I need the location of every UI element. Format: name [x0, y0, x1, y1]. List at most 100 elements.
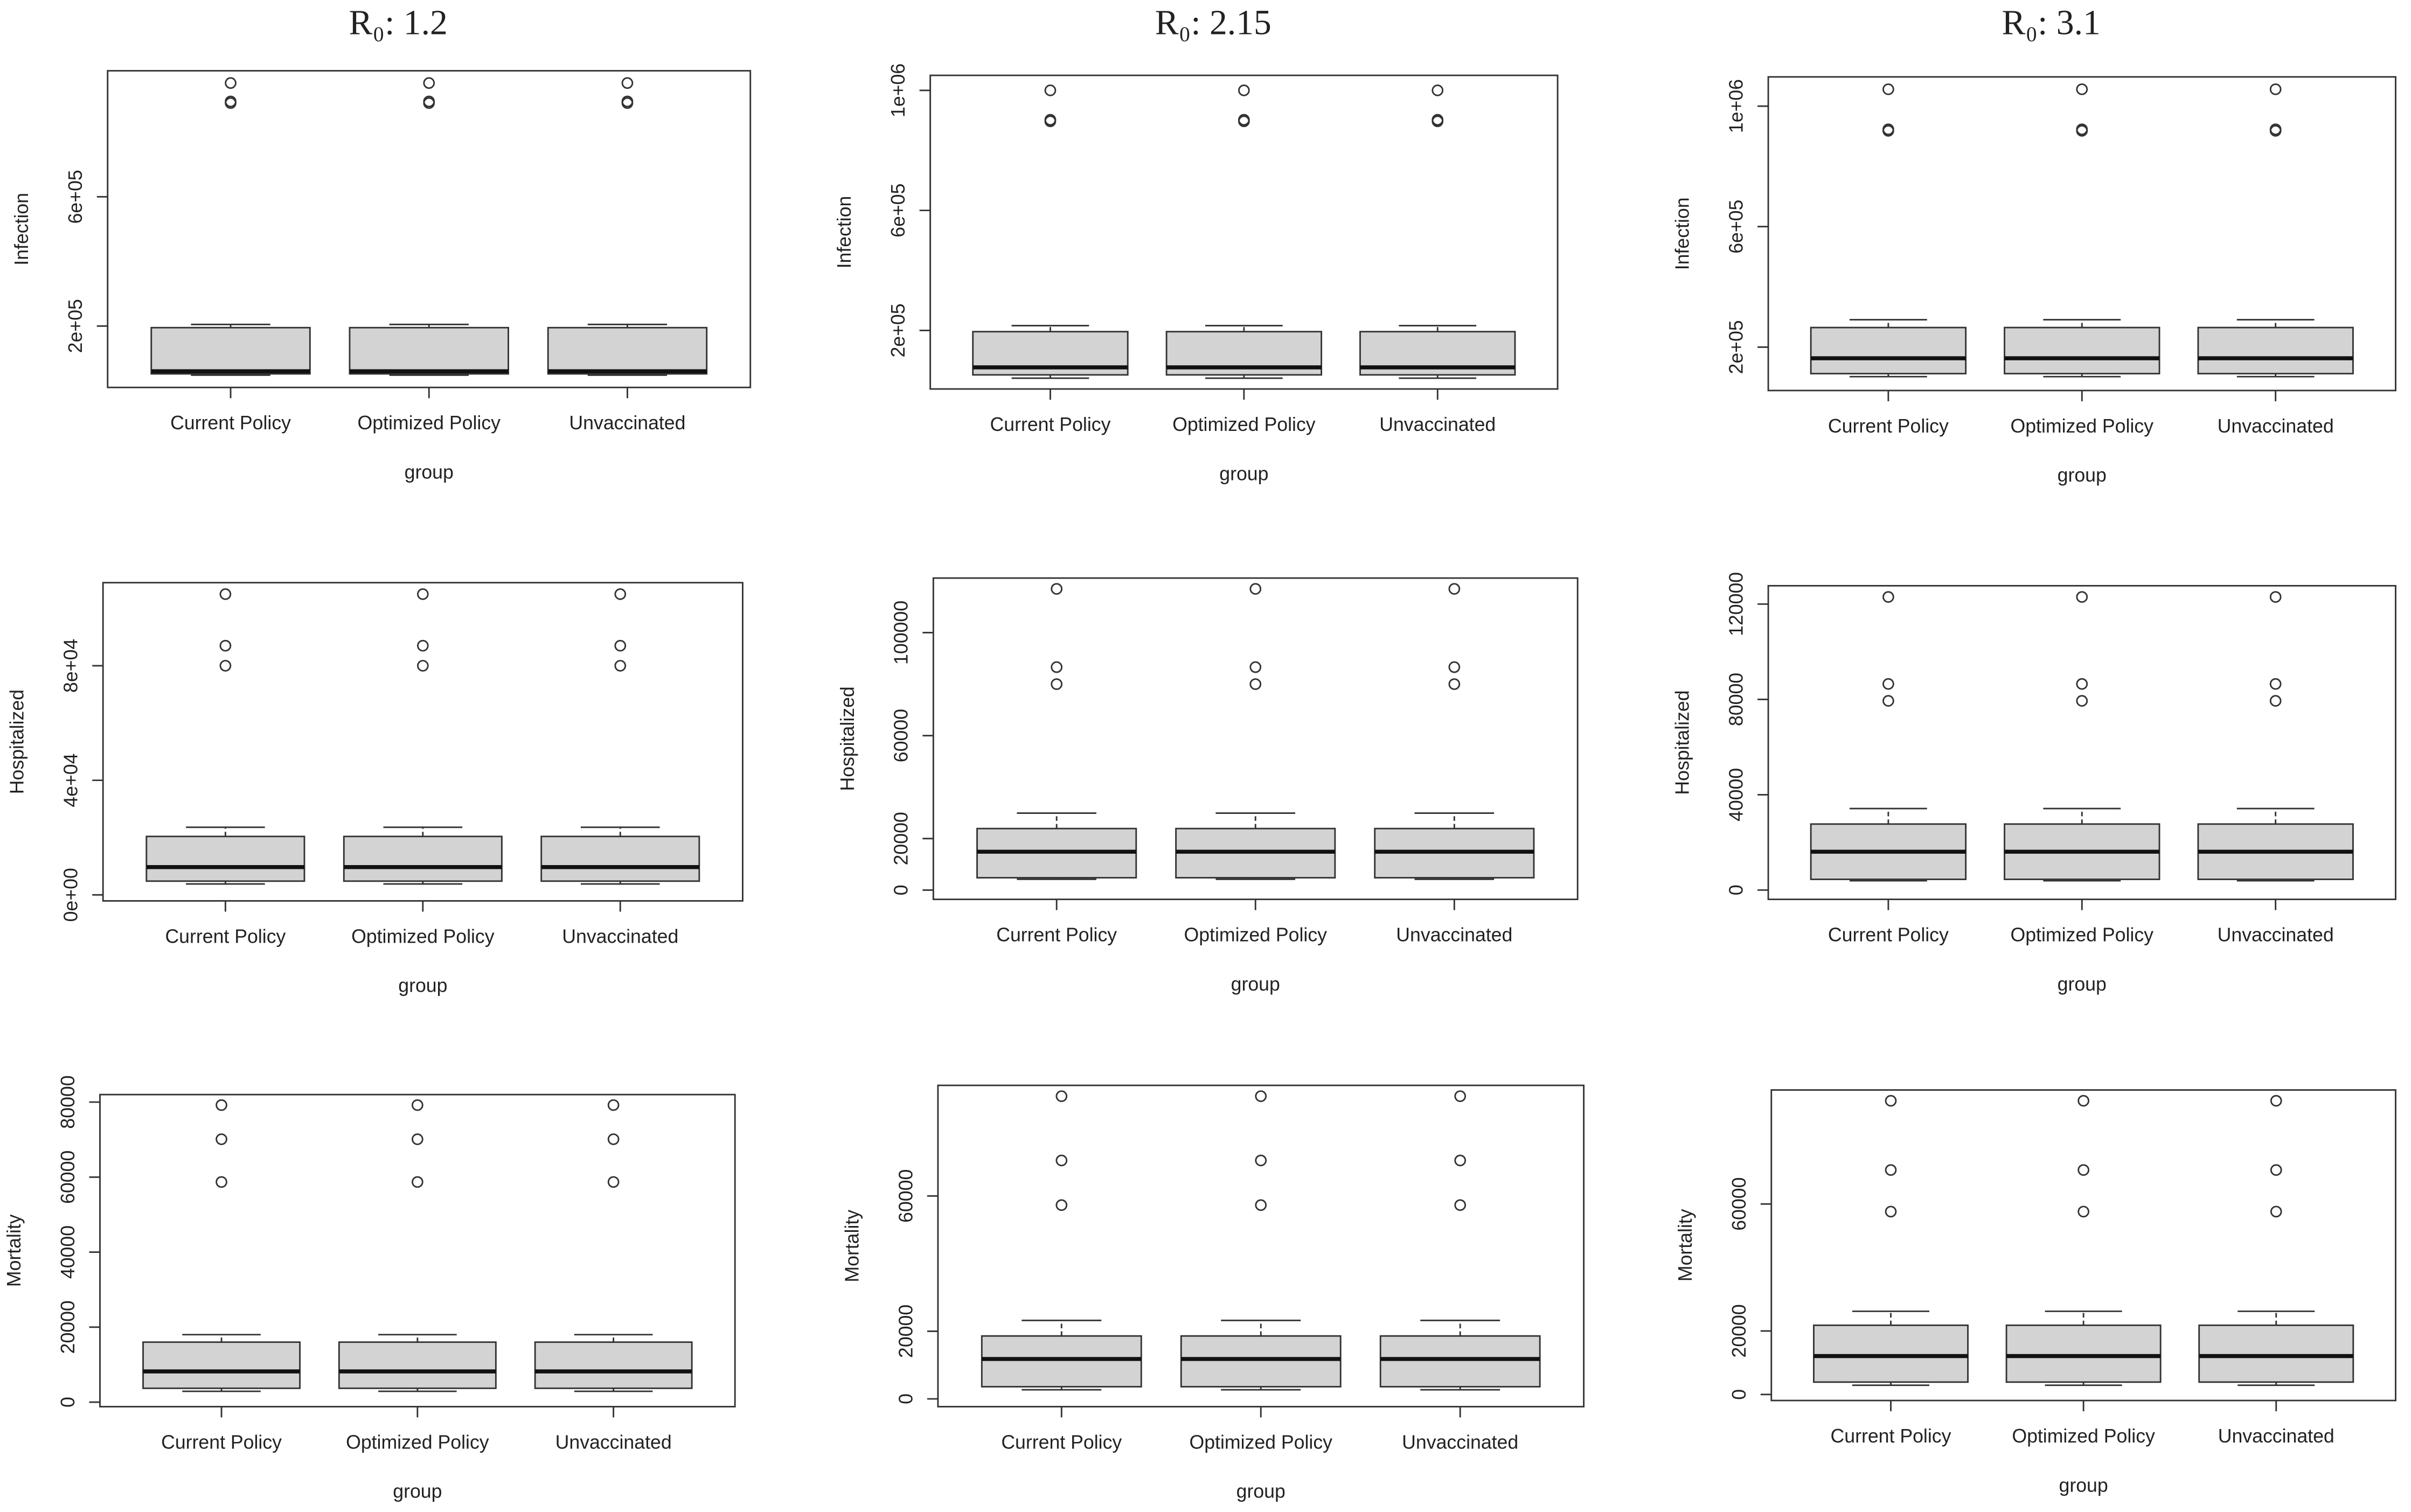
- y-tick-label: 60000: [891, 709, 912, 762]
- outlier: [216, 1099, 227, 1111]
- x-tick-label: Optimized Policy: [2012, 1425, 2155, 1447]
- outlier: [1432, 114, 1444, 126]
- x-tick-label: Optimized Policy: [346, 1431, 489, 1453]
- y-tick-label: 6e+05: [887, 184, 909, 238]
- box: [349, 326, 509, 375]
- outlier: [2076, 123, 2088, 135]
- outlier: [1044, 84, 1057, 96]
- x-tick-label: Unvaccinated: [555, 1431, 672, 1453]
- y-axis-label: Hospitalized: [6, 689, 28, 794]
- outlier: [2078, 1206, 2089, 1218]
- x-tick-label: Optimized Policy: [2010, 924, 2153, 946]
- outlier: [225, 77, 237, 89]
- outlier: [621, 95, 634, 108]
- outlier: [2078, 1095, 2089, 1107]
- y-tick-label: 60000: [895, 1169, 916, 1223]
- outlier: [1055, 1154, 1068, 1167]
- x-tick-label: Unvaccinated: [2218, 1425, 2334, 1447]
- x-tick-label: Current Policy: [1001, 1431, 1122, 1453]
- x-tick-label: Current Policy: [170, 412, 291, 434]
- y-tick-label: 2e+05: [1725, 320, 1747, 374]
- outlier: [614, 660, 627, 672]
- box: [145, 835, 305, 882]
- outlier: [219, 660, 232, 672]
- x-tick-label: Current Policy: [990, 414, 1111, 435]
- x-tick-label: Optimized Policy: [1172, 414, 1316, 435]
- outlier: [1044, 114, 1057, 126]
- y-tick-label: 60000: [57, 1151, 79, 1204]
- y-axis-label: Infection: [833, 196, 855, 269]
- outlier: [1051, 583, 1063, 595]
- outlier: [1249, 661, 1262, 673]
- outlier: [416, 588, 429, 600]
- outlier: [416, 660, 429, 672]
- y-tick-label: 6e+05: [1725, 200, 1747, 254]
- y-tick-label: 60000: [1728, 1177, 1750, 1231]
- x-tick-label: Current Policy: [165, 925, 286, 947]
- x-tick-label: Unvaccinated: [1402, 1431, 1518, 1453]
- box: [2198, 1324, 2354, 1383]
- y-tick-label: 4e+04: [60, 754, 82, 807]
- outlier: [607, 1099, 620, 1111]
- x-tick-label: Unvaccinated: [562, 925, 678, 947]
- y-axis-label: Mortality: [3, 1214, 25, 1287]
- box: [981, 1335, 1142, 1388]
- outlier: [2270, 1206, 2282, 1218]
- outlier: [1255, 1154, 1267, 1167]
- outlier: [423, 95, 435, 108]
- outlier: [219, 588, 232, 600]
- outlier: [1055, 1199, 1068, 1211]
- y-axis-label: Infection: [11, 193, 32, 266]
- x-tick-label: Optimized Policy: [351, 925, 495, 947]
- outlier: [2270, 1164, 2282, 1176]
- panel-title: R₀: 1.2: [349, 4, 448, 43]
- y-tick-label: 120000: [1725, 572, 1747, 636]
- x-tick-label: Unvaccinated: [1379, 414, 1496, 435]
- box: [2004, 326, 2160, 375]
- outlier: [2269, 591, 2282, 603]
- x-axis-label: group: [1219, 463, 1268, 484]
- y-axis-label: Infection: [1672, 197, 1693, 270]
- outlier: [423, 77, 435, 89]
- outlier: [1882, 591, 1894, 603]
- x-tick-label: Unvaccinated: [2218, 924, 2334, 946]
- box: [547, 326, 708, 375]
- outlier: [1255, 1090, 1267, 1102]
- outlier: [621, 77, 634, 89]
- outlier: [1448, 661, 1461, 673]
- box: [150, 326, 311, 375]
- outlier: [2076, 83, 2088, 95]
- outlier: [1885, 1206, 1897, 1218]
- y-tick-label: 1e+06: [887, 64, 909, 117]
- outlier: [2269, 123, 2282, 135]
- outlier: [412, 1133, 423, 1145]
- box: [2197, 326, 2354, 375]
- outlier: [607, 1176, 620, 1188]
- box: [1180, 1335, 1342, 1388]
- outlier: [1885, 1164, 1897, 1176]
- x-axis-label: group: [1231, 973, 1280, 995]
- outlier: [1882, 678, 1894, 690]
- x-tick-label: Unvaccinated: [569, 412, 685, 434]
- y-tick-label: 8e+04: [60, 639, 82, 693]
- outlier: [2269, 695, 2282, 707]
- x-tick-label: Current Policy: [996, 924, 1117, 946]
- outlier: [412, 1099, 423, 1111]
- y-tick-label: 20000: [891, 812, 912, 865]
- x-tick-label: Current Policy: [1831, 1425, 1951, 1447]
- outlier: [416, 639, 429, 652]
- panel-title: R₀: 2.15: [1155, 4, 1271, 43]
- x-tick-label: Unvaccinated: [1396, 924, 1512, 946]
- outlier: [1882, 83, 1894, 95]
- outlier: [412, 1176, 423, 1188]
- outlier: [1454, 1154, 1467, 1167]
- y-tick-label: 6e+05: [65, 170, 86, 224]
- outlier: [2269, 83, 2282, 95]
- x-axis-label: group: [405, 462, 454, 483]
- box: [338, 1341, 497, 1389]
- box: [343, 835, 503, 882]
- x-axis-label: group: [1236, 1481, 1286, 1502]
- x-tick-label: Optimized Policy: [1184, 924, 1327, 946]
- y-tick-label: 1e+06: [1725, 79, 1747, 133]
